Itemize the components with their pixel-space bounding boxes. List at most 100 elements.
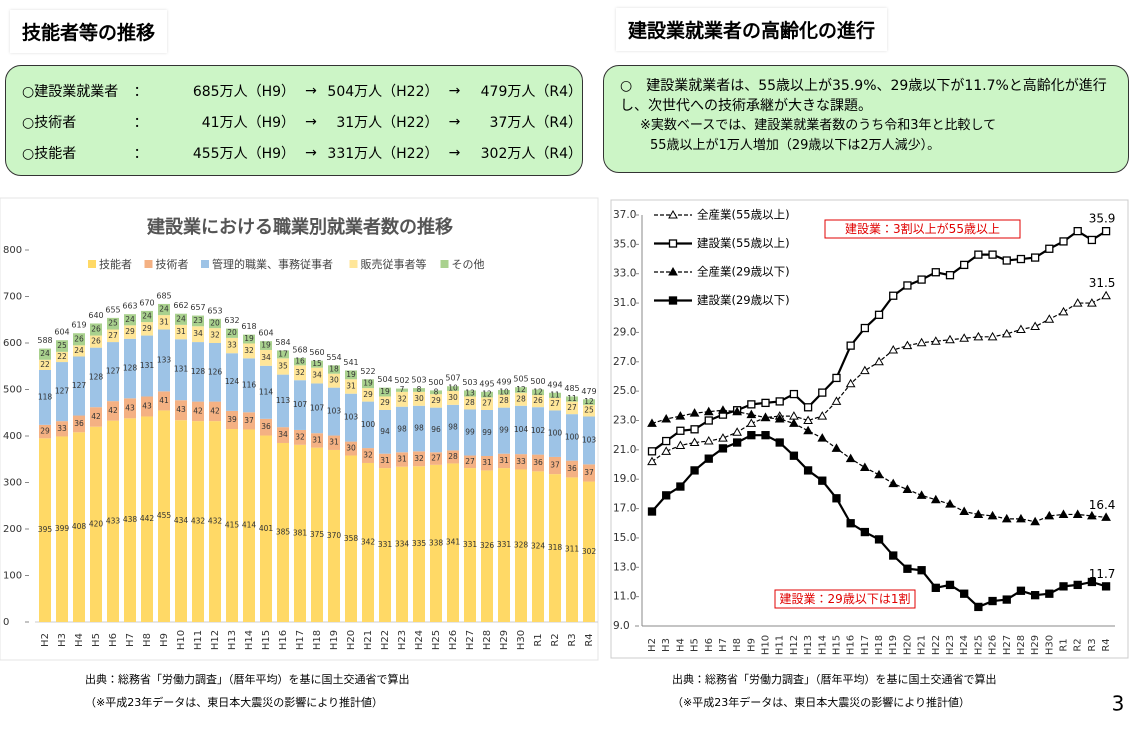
bar-segment <box>532 389 544 396</box>
value-label: 438 <box>123 515 138 524</box>
value-label: 98 <box>397 424 407 433</box>
value-label: 399 <box>55 524 70 533</box>
bar-segment <box>107 420 119 622</box>
x-tick-label: H28 <box>1016 635 1027 655</box>
value-label: 20 <box>210 318 220 327</box>
summary-box: ○ 建設業就業者は、55歳以上が35.9%、29歳以下が11.7%と高齢化が進行… <box>603 65 1129 173</box>
bar-segment <box>413 388 425 392</box>
value-label: 442 <box>140 514 155 523</box>
value-label: 12 <box>533 387 543 396</box>
x-tick-label: H30 <box>1044 635 1055 655</box>
value-label: 19 <box>363 379 373 388</box>
row-value: 302万人（R4） <box>480 145 582 162</box>
bar-segment <box>328 449 340 622</box>
row-value: 479万人（R4） <box>480 83 582 100</box>
bar-segment <box>481 397 493 410</box>
value-label: 23 <box>193 316 203 325</box>
bar-segment <box>481 455 493 471</box>
total-label: 485 <box>564 384 579 393</box>
x-tick-label: H4 <box>74 633 85 647</box>
x-tick-label: H12 <box>789 635 800 655</box>
page-number: 3 <box>1112 692 1125 716</box>
value-label: 432 <box>208 517 223 526</box>
marker <box>1001 513 1012 523</box>
value-label: 98 <box>414 424 424 433</box>
total-label: 522 <box>360 367 375 376</box>
marker <box>931 268 940 277</box>
arrow: → <box>305 113 317 130</box>
annotation-box <box>774 589 916 609</box>
x-tick-label: H15 <box>261 630 272 650</box>
bar-segment <box>192 342 204 402</box>
marker <box>1045 589 1054 598</box>
marker <box>987 510 998 520</box>
value-label: 331 <box>463 540 478 549</box>
row-sep: ： <box>133 83 148 100</box>
summary-row: ○技術者 ： 41万人（H9） → 31万人（H22） → 37万人（R4） <box>22 106 582 137</box>
x-tick-label: H21 <box>917 635 928 655</box>
value-label: 34 <box>278 430 288 439</box>
marker <box>690 466 699 475</box>
bar-segment <box>243 334 255 344</box>
bar-segment <box>583 464 595 482</box>
marker <box>945 271 955 280</box>
bar-segment <box>396 466 408 622</box>
bar-segment <box>175 339 187 401</box>
value-label: 29 <box>40 427 50 436</box>
marker <box>973 509 984 518</box>
legend-swatch <box>88 260 96 268</box>
bar-segment <box>294 365 306 381</box>
legend-label: その他 <box>452 258 485 271</box>
x-tick-label: H8 <box>142 633 153 647</box>
bar-segment <box>430 464 442 622</box>
bar-segment <box>498 394 510 408</box>
bar-segment <box>73 432 85 622</box>
total-label: 503 <box>411 376 426 385</box>
arrow: → <box>305 82 317 99</box>
marker <box>1073 226 1082 236</box>
marker <box>960 589 969 598</box>
bar-segment <box>566 396 578 402</box>
marker <box>647 507 657 516</box>
marker <box>689 437 700 447</box>
marker <box>974 250 983 259</box>
bar-segment <box>464 396 476 410</box>
marker <box>1030 516 1040 526</box>
bar-segment <box>549 410 561 457</box>
marker <box>689 408 700 417</box>
row-value: 37万人（R4） <box>489 114 582 131</box>
bar-segment <box>56 340 68 352</box>
x-tick-label: H27 <box>465 630 476 650</box>
x-tick-label: H7 <box>125 633 136 647</box>
total-label: 505 <box>513 375 528 384</box>
value-label: 31 <box>329 438 339 447</box>
marker <box>916 490 927 499</box>
total-label: 560 <box>309 348 324 357</box>
bar-segment <box>430 394 442 408</box>
marker <box>718 444 728 453</box>
bar-segment <box>294 444 306 622</box>
x-tick-label: H13 <box>227 630 238 650</box>
value-label: 113 <box>276 396 291 405</box>
bar-segment <box>141 396 153 417</box>
value-label: 118 <box>38 392 53 401</box>
bar-segment <box>90 335 102 348</box>
bar-segment <box>396 391 408 407</box>
arrow: → <box>305 144 317 161</box>
marker <box>675 440 686 449</box>
y-tick-label: 21.0 <box>613 444 636 456</box>
row-value: 41万人（H9） <box>201 114 296 131</box>
value-label: 128 <box>89 372 104 381</box>
value-label: 331 <box>378 540 393 549</box>
bar-segment <box>294 380 306 430</box>
bar-segment <box>498 389 510 395</box>
marker <box>668 239 678 248</box>
y-tick-label: 100 <box>3 571 22 582</box>
marker <box>860 323 869 333</box>
value-label: 127 <box>72 381 87 390</box>
row-value: 685万人（H9） <box>192 83 296 100</box>
total-label: 685 <box>156 291 171 300</box>
bar-segment <box>56 421 68 437</box>
bar-segment <box>515 387 527 393</box>
x-tick-label: R4 <box>1101 638 1112 651</box>
